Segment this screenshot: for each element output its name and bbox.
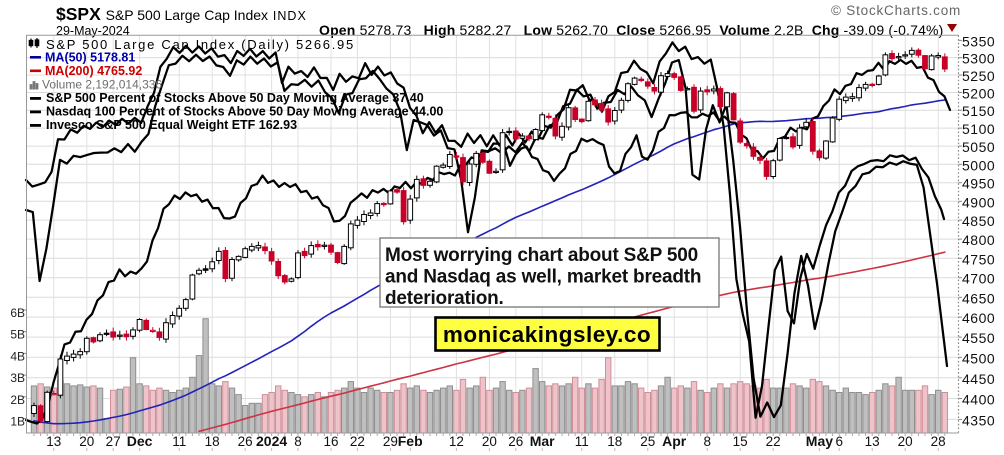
svg-text:4400: 4400 bbox=[962, 392, 995, 408]
svg-text:Invesco S&P 500 Equal Weight E: Invesco S&P 500 Equal Weight ETF 162.93 bbox=[46, 118, 297, 132]
svg-text:22: 22 bbox=[766, 434, 781, 449]
svg-text:1B: 1B bbox=[10, 415, 25, 429]
svg-text:5200: 5200 bbox=[962, 86, 995, 102]
svg-text:28: 28 bbox=[931, 434, 946, 449]
svg-text:Apr: Apr bbox=[662, 433, 687, 449]
svg-text:Feb: Feb bbox=[398, 433, 423, 449]
svg-text:5100: 5100 bbox=[962, 121, 995, 137]
svg-text:S&P 500 Large Cap Index (Daily: S&P 500 Large Cap Index (Daily) 5266.95 bbox=[46, 37, 355, 52]
svg-text:11: 11 bbox=[575, 434, 589, 449]
svg-text:deterioration.: deterioration. bbox=[385, 288, 504, 309]
svg-text:MA(50) 5178.81: MA(50) 5178.81 bbox=[45, 51, 135, 65]
svg-text:4350: 4350 bbox=[962, 412, 995, 428]
svg-text:18: 18 bbox=[205, 434, 220, 449]
svg-text:5150: 5150 bbox=[962, 103, 995, 119]
svg-text:12: 12 bbox=[449, 434, 464, 449]
svg-text:20: 20 bbox=[482, 434, 497, 449]
svg-text:4600: 4600 bbox=[962, 310, 995, 326]
svg-text:Volume 2,192,014,336: Volume 2,192,014,336 bbox=[42, 78, 162, 92]
svg-text:5050: 5050 bbox=[962, 139, 995, 155]
svg-text:26: 26 bbox=[508, 434, 523, 449]
svg-text:20: 20 bbox=[898, 434, 913, 449]
svg-text:13: 13 bbox=[46, 434, 61, 449]
svg-text:2B: 2B bbox=[10, 393, 25, 407]
svg-text:4550: 4550 bbox=[962, 330, 995, 346]
svg-text:25: 25 bbox=[640, 434, 655, 449]
svg-text:11: 11 bbox=[172, 434, 186, 449]
svg-text:4B: 4B bbox=[10, 349, 25, 363]
svg-text:4650: 4650 bbox=[962, 290, 995, 306]
svg-text:18: 18 bbox=[607, 434, 622, 449]
svg-text:2024: 2024 bbox=[256, 433, 287, 449]
svg-text:May: May bbox=[806, 433, 833, 449]
svg-text:4800: 4800 bbox=[962, 232, 995, 248]
svg-text:Nasdaq 100 Percent of Stocks A: Nasdaq 100 Percent of Stocks Above 50 Da… bbox=[46, 105, 443, 119]
svg-text:and Nasdaq as well, market bre: and Nasdaq as well, market breadth bbox=[385, 267, 701, 288]
svg-text:4950: 4950 bbox=[962, 176, 995, 192]
svg-text:MA(200) 4765.92: MA(200) 4765.92 bbox=[45, 64, 142, 78]
svg-text:4850: 4850 bbox=[962, 213, 995, 229]
svg-text:monicakingsley.co: monicakingsley.co bbox=[443, 322, 651, 347]
svg-text:5250: 5250 bbox=[962, 68, 995, 84]
svg-text:4900: 4900 bbox=[962, 194, 995, 210]
svg-text:15: 15 bbox=[733, 434, 748, 449]
svg-text:16: 16 bbox=[323, 434, 338, 449]
svg-text:6: 6 bbox=[835, 434, 843, 449]
svg-text:5300: 5300 bbox=[962, 51, 995, 67]
svg-text:5350: 5350 bbox=[962, 33, 995, 49]
svg-text:Dec: Dec bbox=[127, 433, 153, 449]
svg-text:4750: 4750 bbox=[962, 251, 995, 267]
svg-text:4500: 4500 bbox=[962, 350, 995, 366]
svg-text:22: 22 bbox=[350, 434, 365, 449]
svg-text:27: 27 bbox=[106, 434, 121, 449]
svg-text:20: 20 bbox=[79, 434, 94, 449]
svg-text:5B: 5B bbox=[10, 328, 25, 342]
svg-text:Most worrying chart about S&P: Most worrying chart about S&P 500 bbox=[385, 245, 698, 266]
svg-text:3B: 3B bbox=[10, 371, 25, 385]
svg-text:5000: 5000 bbox=[962, 157, 995, 173]
svg-text:6B: 6B bbox=[10, 306, 25, 320]
svg-text:8: 8 bbox=[703, 434, 711, 449]
svg-text:29: 29 bbox=[383, 434, 398, 449]
svg-text:8: 8 bbox=[294, 434, 302, 449]
svg-text:4450: 4450 bbox=[962, 371, 995, 387]
svg-text:S&P 500 Percent of Stocks Abov: S&P 500 Percent of Stocks Above 50 Day M… bbox=[46, 91, 424, 105]
svg-text:26: 26 bbox=[238, 434, 253, 449]
svg-text:13: 13 bbox=[865, 434, 880, 449]
svg-text:4700: 4700 bbox=[962, 271, 995, 287]
svg-text:Mar: Mar bbox=[530, 433, 555, 449]
